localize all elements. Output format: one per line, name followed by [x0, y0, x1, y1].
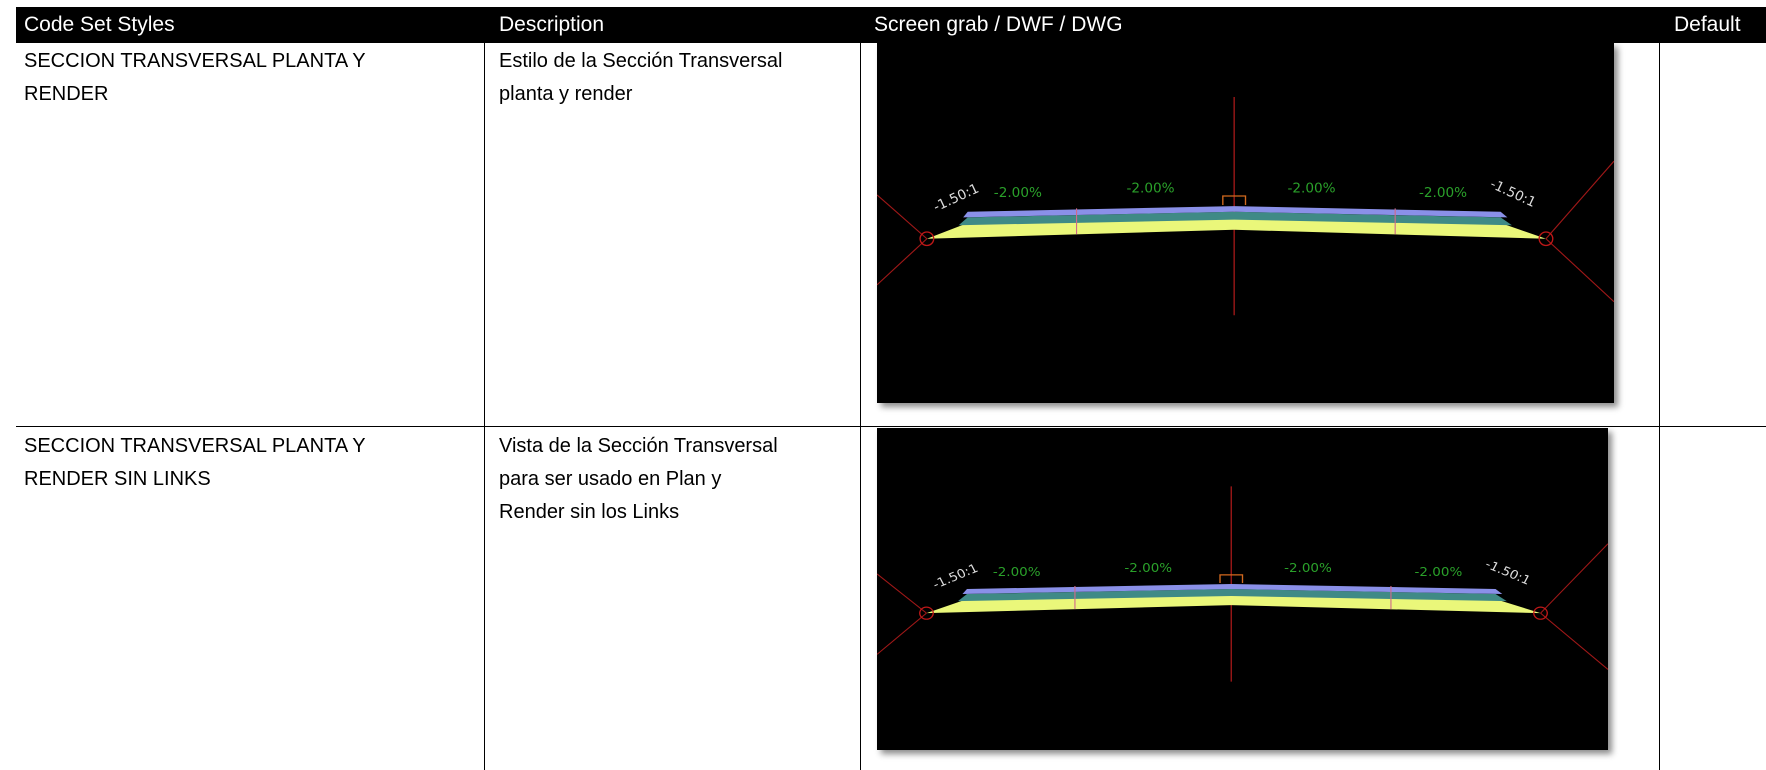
slope-label: -1.50:1: [931, 561, 981, 592]
daylight-line: [877, 612, 927, 655]
pavement-layer: [963, 206, 1508, 218]
daylight-line: [877, 573, 927, 614]
base-layer: [957, 589, 1507, 602]
column-border: [484, 43, 485, 770]
header-cell: Screen grab / DWF / DWG: [874, 7, 1123, 43]
hinge-point: [1538, 231, 1554, 247]
slope-label: -2.00%: [994, 185, 1042, 201]
description-cell: Vista de la Sección Transversal para ser …: [499, 430, 854, 529]
description-cell: Estilo de la Sección Transversal planta y…: [499, 45, 854, 111]
slope-label: -2.00%: [1126, 181, 1174, 197]
text-line: SECCION TRANSVERSAL PLANTA Y: [24, 435, 366, 457]
text-line: Render sin los Links: [499, 501, 680, 523]
slope-label: -1.50:1: [931, 181, 982, 216]
text-line: SECCION TRANSVERSAL PLANTA Y: [24, 50, 366, 72]
text-line: planta y render: [499, 83, 633, 105]
column-border: [1659, 43, 1660, 770]
pavement-layer: [962, 583, 1503, 595]
slope-label: -2.00%: [1415, 566, 1463, 580]
daylight-line: [1545, 160, 1614, 240]
slope-label: -2.00%: [1124, 562, 1172, 576]
crown-marker: [1219, 574, 1244, 583]
row-border: [16, 426, 1766, 427]
text-line: Estilo de la Sección Transversal: [499, 50, 783, 72]
column-border: [860, 43, 861, 770]
hinge-point: [919, 606, 934, 620]
text-line: RENDER SIN LINKS: [24, 468, 211, 490]
daylight-line: [877, 194, 928, 240]
slope-label: -2.00%: [1284, 562, 1332, 576]
hinge-point: [1533, 606, 1548, 620]
screen-grab: -1.50:1 -2.00% -2.00% -2.00% -2.00% -1.50:1: [877, 428, 1608, 750]
cross-section: -1.50:1 -2.00% -2.00% -2.00% -2.00% -1.50:1: [877, 486, 1608, 682]
text-line: para ser usado en Plan y: [499, 468, 722, 490]
text-line: Vista de la Sección Transversal: [499, 435, 778, 457]
base-layer: [958, 211, 1512, 226]
screen-grab: -1.50:1 -2.00% -2.00% -2.00% -2.00% -1.50:1: [877, 43, 1614, 403]
slope-label: -1.50:1: [1488, 176, 1539, 211]
section-drawing: -1.50:1 -2.00% -2.00% -2.00% -2.00% -1.50:1: [877, 97, 1614, 316]
slope-label: -1.50:1: [1483, 557, 1533, 588]
section-drawing: -1.50:1 -2.00% -2.00% -2.00% -2.00% -1.50:1: [877, 486, 1608, 682]
daylight-line: [877, 238, 928, 286]
style-cell: SECCION TRANSVERSAL PLANTA Y RENDER: [24, 45, 474, 111]
daylight-line: [1540, 543, 1608, 614]
slope-label: -2.00%: [1287, 181, 1335, 197]
style-cell: SECCION TRANSVERSAL PLANTA Y RENDER SIN L…: [24, 430, 474, 496]
cross-section: -1.50:1 -2.00% -2.00% -2.00% -2.00% -1.50:1: [877, 97, 1614, 316]
slope-label: -2.00%: [993, 566, 1041, 580]
text-line: RENDER: [24, 83, 109, 105]
daylight-line: [1545, 238, 1614, 303]
crown-marker: [1222, 195, 1247, 205]
hinge-point: [919, 231, 935, 247]
header-cell: Code Set Styles: [24, 7, 175, 43]
slope-label: -2.00%: [1419, 185, 1467, 201]
header-cell: Description: [499, 7, 605, 43]
daylight-line: [1540, 612, 1608, 670]
header-cell: Default: [1674, 7, 1741, 43]
